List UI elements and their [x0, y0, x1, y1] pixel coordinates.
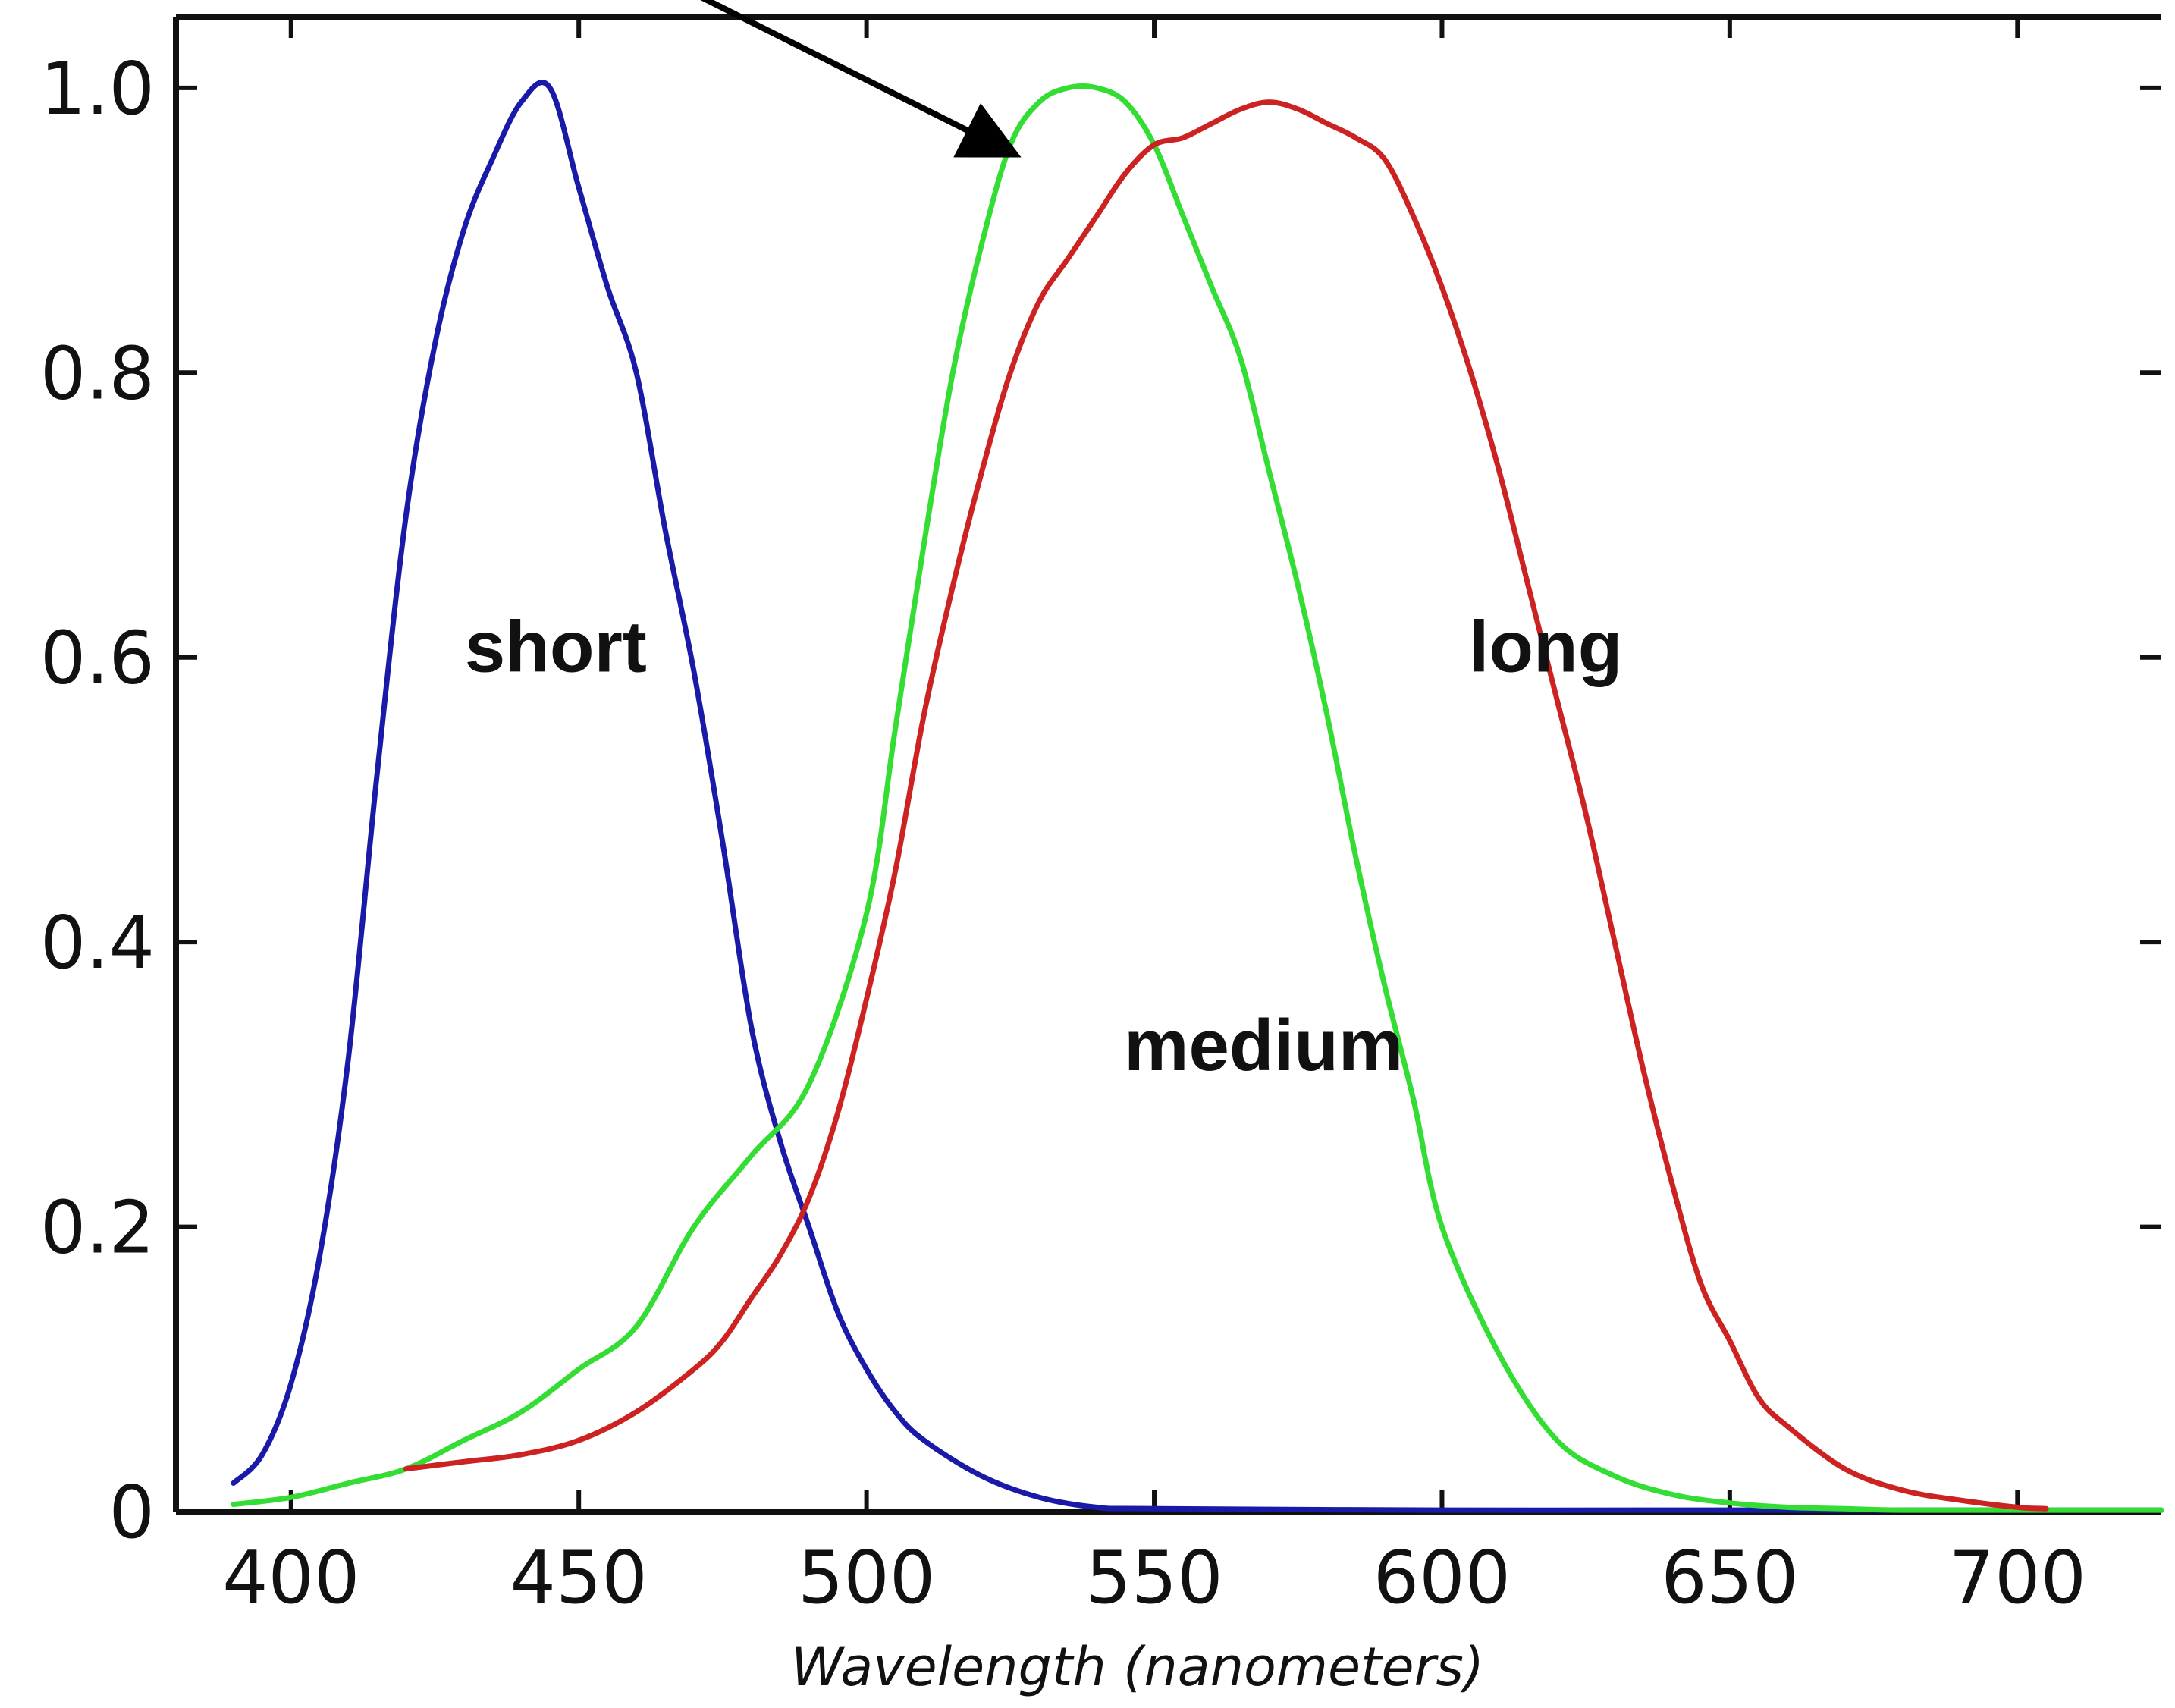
y-tick-label: 0.2	[40, 1187, 155, 1270]
curve-label-short: short	[465, 606, 647, 687]
y-tick-label: 0	[109, 1471, 155, 1555]
annotation-layer: short medium long	[465, 0, 1623, 1086]
curve-label-medium: medium	[1124, 1005, 1403, 1086]
y-tick-label: 1.0	[40, 48, 155, 131]
x-tick-label: 450	[510, 1537, 648, 1620]
x-axis: 400 450 500 550 600 650 700	[222, 17, 2086, 1620]
x-axis-title: Wavelength (nanometers)	[791, 1636, 1484, 1698]
x-tick-label: 550	[1085, 1537, 1222, 1620]
x-tick-label: 600	[1373, 1537, 1511, 1620]
x-tick-label: 500	[798, 1537, 935, 1620]
y-tick-label: 0.8	[40, 332, 155, 416]
x-tick-label: 400	[222, 1537, 359, 1620]
pointer-arrow	[700, 0, 1022, 158]
y-axis: 0 0.2 0.4 0.6 0.8 1.0	[40, 48, 2161, 1555]
curve-label-long: long	[1469, 606, 1623, 687]
x-tick-label: 650	[1661, 1537, 1798, 1620]
series-long-line	[403, 99, 2049, 1512]
y-tick-label: 0.6	[40, 617, 155, 701]
x-tick-label: 700	[1949, 1537, 2086, 1620]
series-layer	[231, 80, 2164, 1513]
y-tick-label: 0.4	[40, 902, 155, 985]
series-short-line	[231, 80, 2164, 1513]
